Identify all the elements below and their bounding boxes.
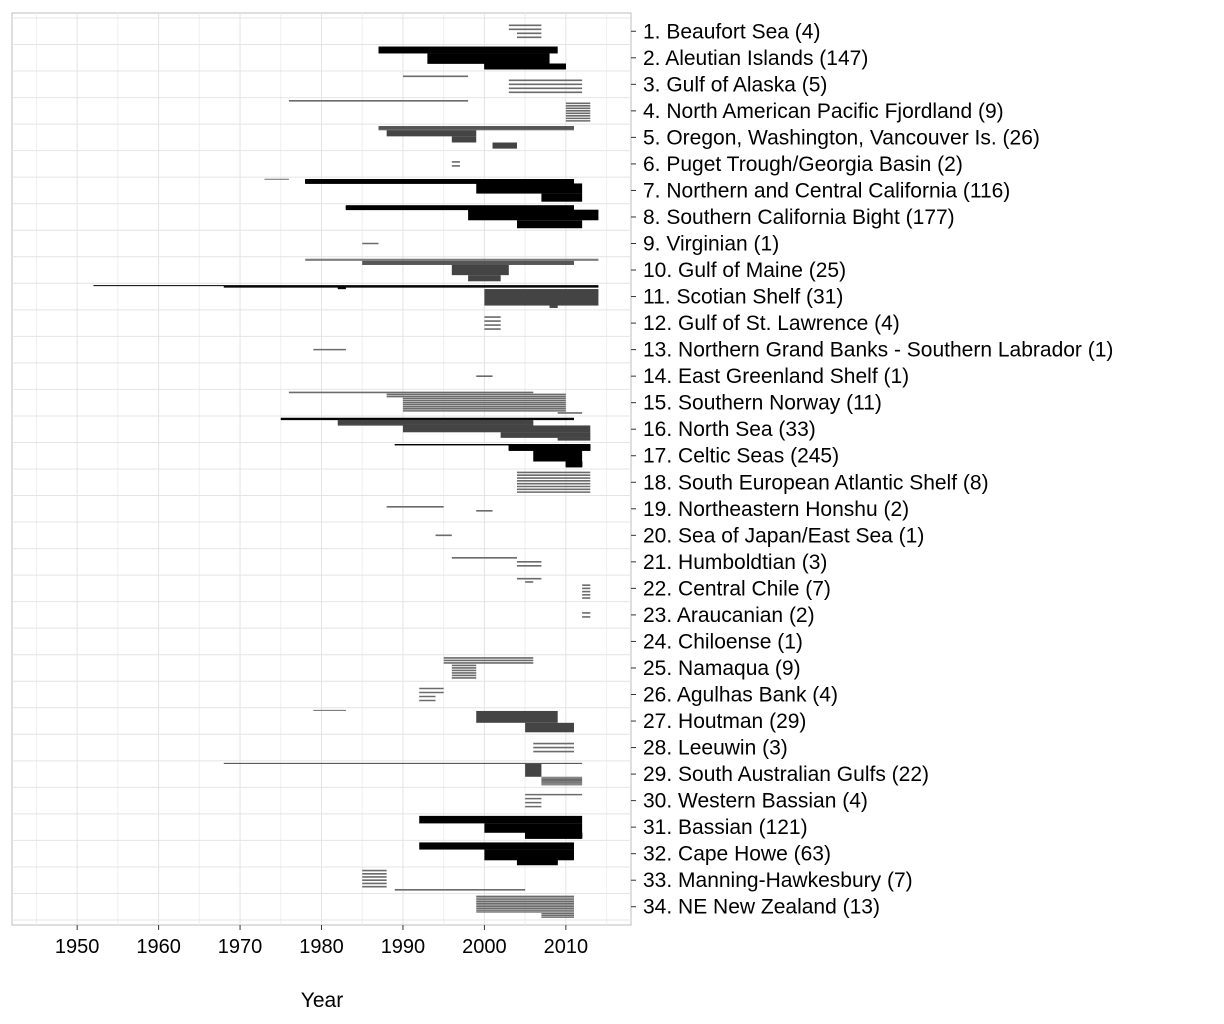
row-label: 11. Scotian Shelf (31) — [643, 286, 843, 309]
row-6-segments — [451, 161, 460, 167]
segment-band — [476, 710, 558, 723]
row-label: 3. Gulf of Alaska (5) — [643, 73, 827, 96]
row-label: 4. North American Pacific Fjordland (9) — [643, 100, 1004, 123]
row-label: 28. Leeuwin (3) — [643, 737, 788, 760]
row-19-segments — [386, 505, 493, 512]
row-25-segments — [443, 657, 534, 679]
row-label: 2. Aleutian Islands (147) — [643, 47, 868, 70]
grid-lines — [12, 13, 631, 925]
segment-band — [402, 425, 591, 433]
row-12-segments — [484, 316, 501, 330]
segment-band — [484, 849, 574, 861]
row-label: 6. Puget Trough/Georgia Basin (2) — [643, 153, 963, 176]
segment-band — [451, 264, 509, 276]
row-label: 30. Western Bassian (4) — [643, 790, 868, 813]
x-tick-label: 2000 — [462, 936, 507, 958]
row-label: 18. South European Atlantic Shelf (8) — [643, 471, 989, 494]
row-label: 17. Celtic Seas (245) — [643, 445, 839, 468]
row-30-segments — [525, 793, 583, 808]
row-label: 22. Central Chile (7) — [643, 577, 831, 600]
row-21-segments — [451, 557, 542, 567]
row-17-segments — [394, 444, 591, 468]
x-tick-label: 2010 — [544, 936, 589, 958]
row-33-segments — [362, 869, 526, 891]
row-label: 1. Beaufort Sea (4) — [643, 20, 820, 43]
segment-band — [541, 193, 583, 202]
row-label: 31. Bassian (121) — [643, 816, 808, 839]
x-axis-ticks: 1950 1960 1970 1980 1990 2000 2010 — [55, 925, 588, 958]
row-label: 5. Oregon, Washington, Vancouver Is. (26… — [643, 126, 1040, 149]
row-label: 23. Araucanian (2) — [643, 604, 815, 627]
segment-band — [516, 220, 583, 229]
row-22-segments — [516, 577, 591, 599]
segment-band — [484, 289, 599, 306]
row-label: 21. Humboldtian (3) — [643, 551, 827, 574]
row-18-segments — [516, 471, 591, 493]
segment-band — [492, 142, 517, 149]
row-label: 19. Northeastern Honshu (2) — [643, 498, 909, 521]
row-label: 10. Gulf of Maine (25) — [643, 259, 846, 282]
x-tick-label: 1970 — [218, 936, 263, 958]
row-label: 16. North Sea (33) — [643, 418, 816, 441]
row-label: 20. Sea of Japan/East Sea (1) — [643, 524, 924, 547]
row-1-segments — [508, 24, 542, 39]
row-8-segments — [345, 205, 599, 229]
row-34-segments — [476, 895, 574, 918]
segment-band — [525, 722, 574, 733]
segment-band — [419, 842, 574, 850]
segment-band — [427, 53, 550, 64]
row-label: 15. Southern Norway (11) — [643, 392, 882, 415]
segment-band — [451, 136, 477, 143]
segment-band — [476, 183, 583, 194]
segment-band — [468, 209, 599, 221]
row-16-segments — [280, 417, 591, 441]
row-label: 27. Houtman (29) — [643, 710, 806, 733]
row-31-segments — [419, 815, 583, 839]
row-label: 9. Virginian (1) — [643, 233, 779, 256]
row-4-segments — [288, 100, 591, 122]
row-labels: 1. Beaufort Sea (4) 2. Aleutian Islands (… — [631, 20, 1113, 919]
row-label: 13. Northern Grand Banks - Southern Labr… — [643, 339, 1113, 362]
row-2-segments — [378, 46, 566, 70]
row-label: 8. Southern California Bight (177) — [643, 206, 955, 229]
segment-band — [419, 815, 583, 824]
segment-layer — [93, 24, 599, 918]
row-10-segments — [305, 258, 599, 282]
row-label: 24. Chiloense (1) — [643, 630, 803, 653]
row-11-segments — [93, 285, 599, 308]
row-label: 14. East Greenland Shelf (1) — [643, 365, 909, 388]
row-label: 12. Gulf of St. Lawrence (4) — [643, 312, 900, 335]
x-tick-label: 1960 — [136, 936, 181, 958]
row-23-segments — [582, 612, 591, 618]
segment-band — [386, 130, 477, 137]
row-15-segments — [288, 391, 583, 414]
x-tick-label: 1990 — [381, 936, 426, 958]
row-5-segments — [378, 126, 574, 149]
row-7-segments — [264, 178, 583, 202]
row-label: 7. Northern and Central California (116) — [643, 179, 1010, 202]
segment-band — [484, 823, 583, 833]
x-tick-label: 1950 — [55, 936, 100, 958]
row-label: 25. Namaqua (9) — [643, 657, 801, 680]
row-26-segments — [419, 687, 444, 702]
segment-band — [533, 450, 583, 462]
row-32-segments — [419, 842, 574, 866]
row-29-segments — [223, 762, 583, 786]
row-28-segments — [533, 742, 574, 753]
row-label: 26. Agulhas Bank (4) — [643, 684, 838, 707]
row-label: 29. South Australian Gulfs (22) — [643, 763, 929, 786]
segment-band — [378, 46, 558, 54]
row-label: 34. NE New Zealand (13) — [643, 896, 880, 919]
row-label: 32. Cape Howe (63) — [643, 843, 831, 866]
segment-band — [525, 763, 542, 777]
row-27-segments — [313, 709, 574, 733]
segment-band — [468, 275, 501, 282]
x-axis-title: Year — [301, 989, 343, 1012]
row-label: 33. Manning-Hawkesbury (7) — [643, 869, 913, 892]
x-tick-label: 1980 — [299, 936, 344, 958]
row-3-segments — [402, 75, 583, 94]
